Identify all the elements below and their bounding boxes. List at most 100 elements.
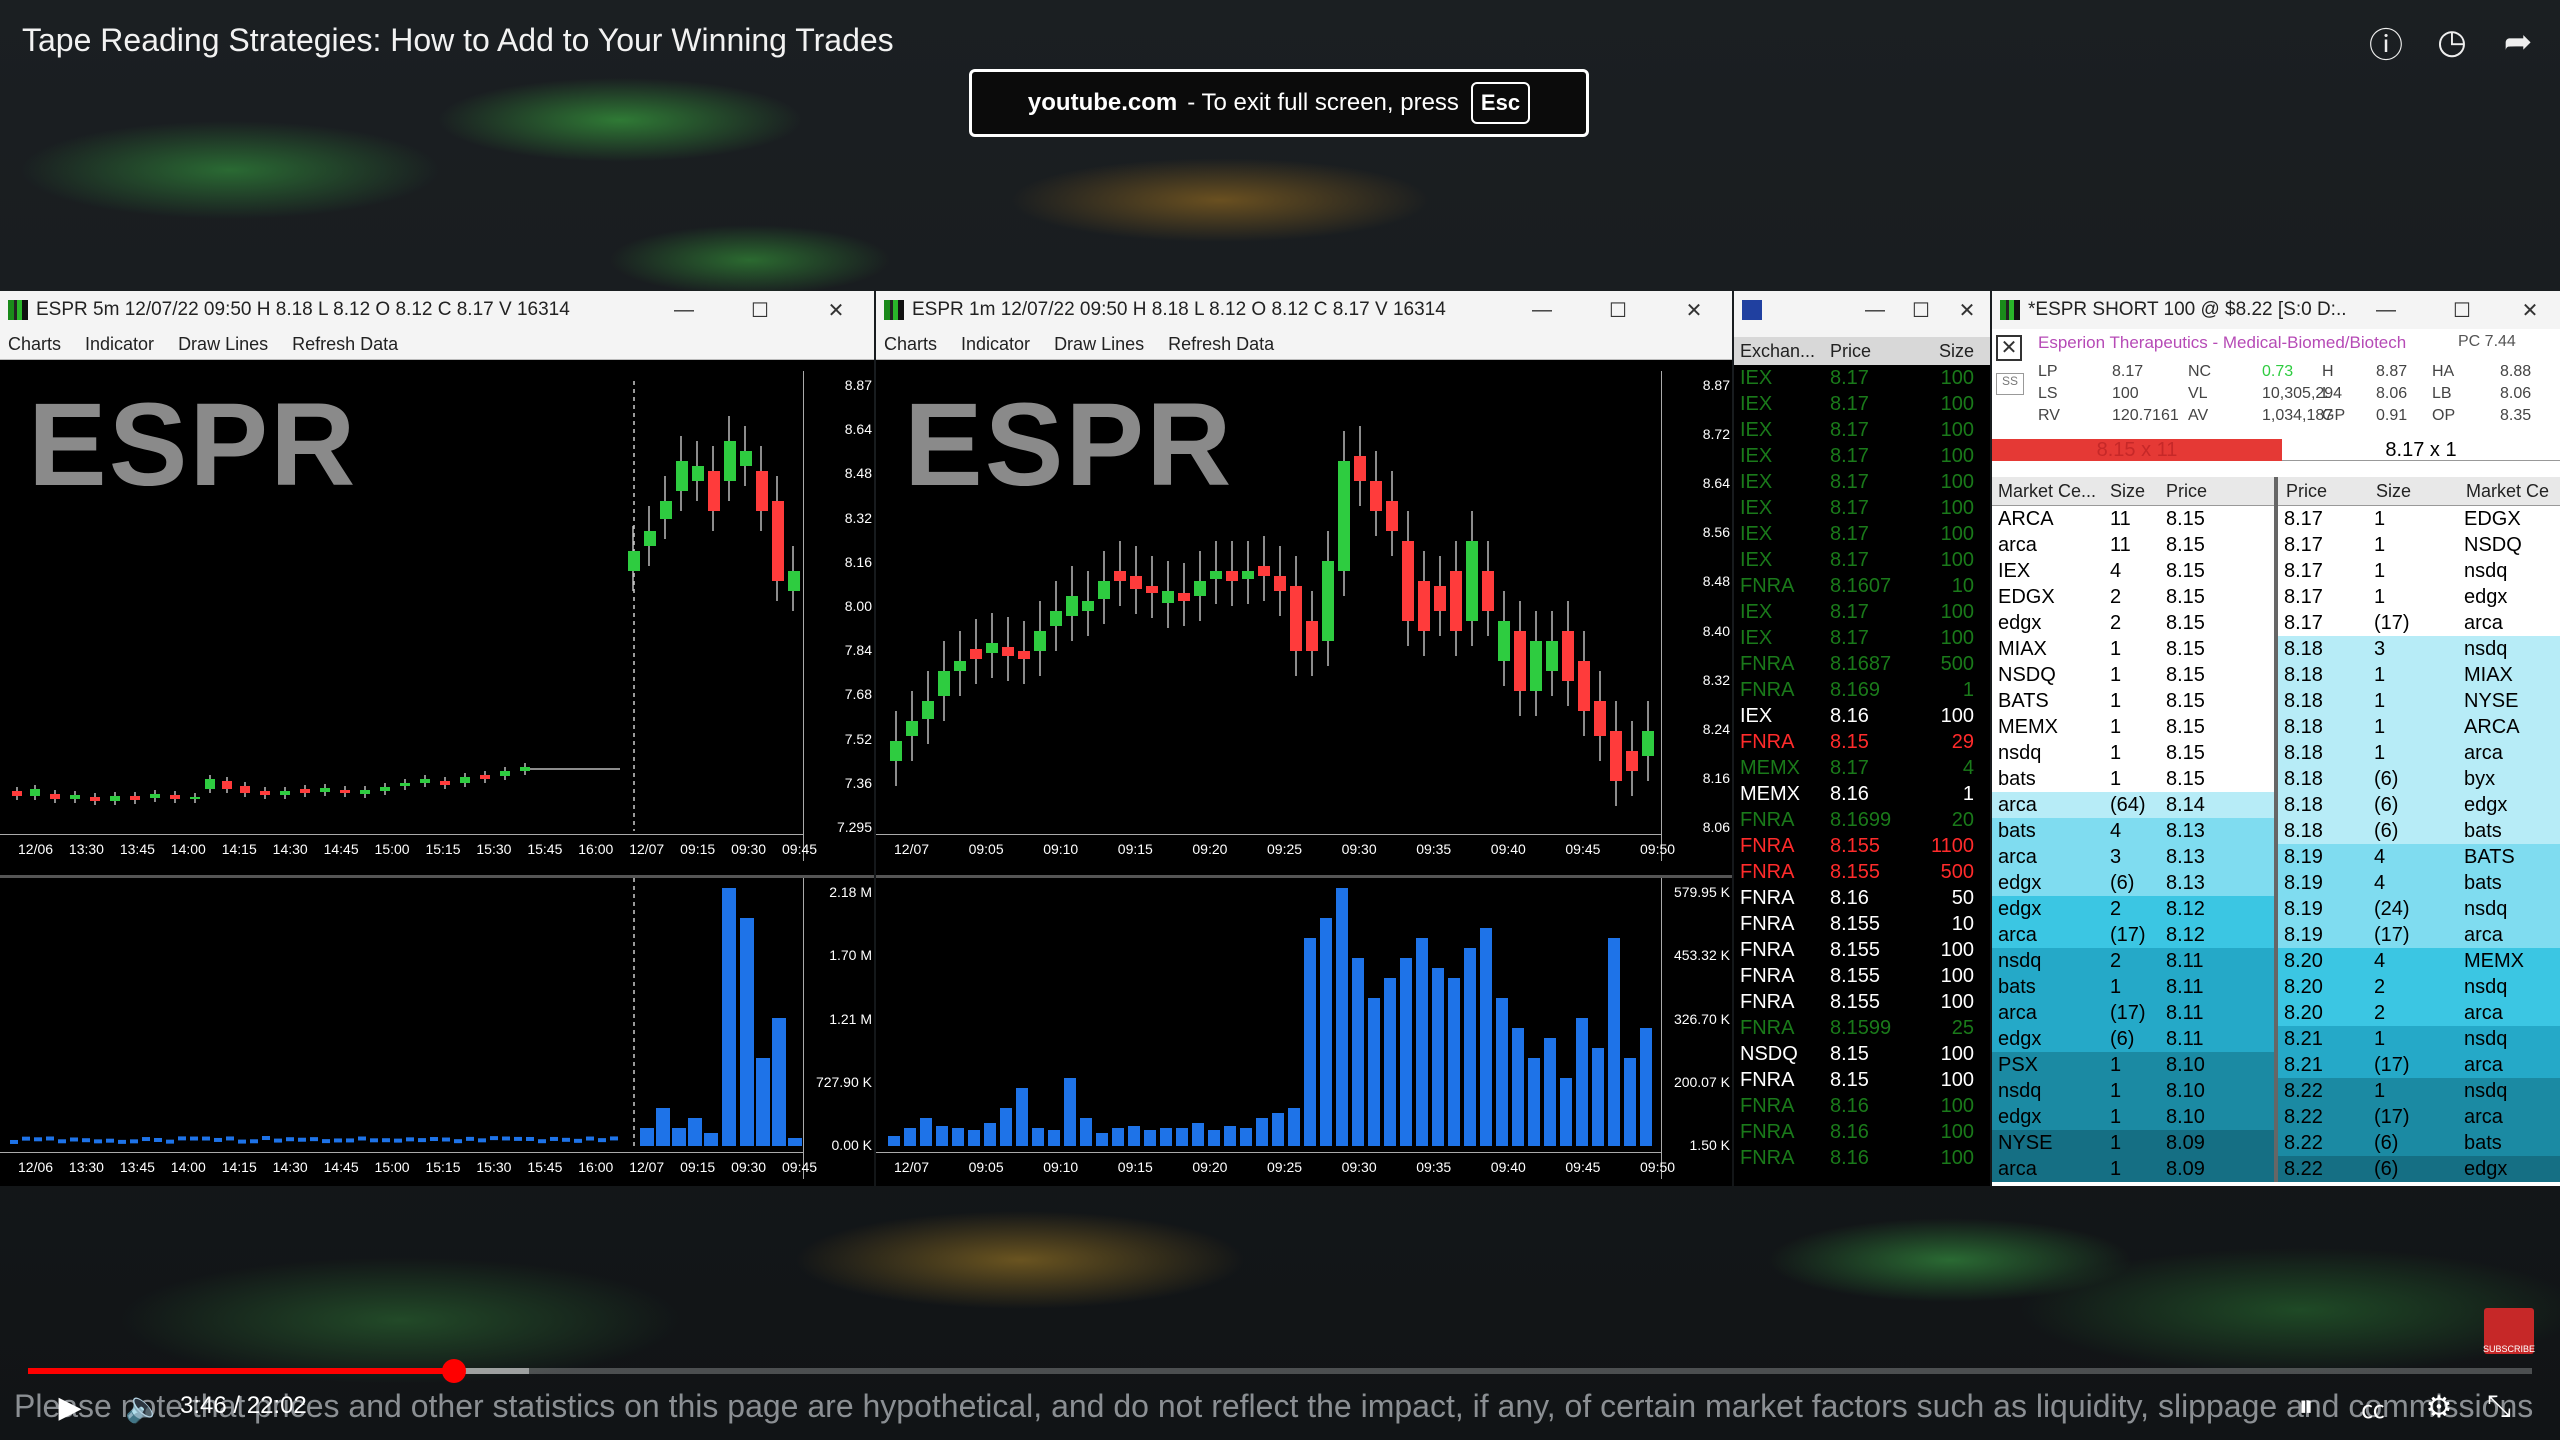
bid-row[interactable]: nsdq 1 8.10 xyxy=(1992,1078,2274,1104)
bid-row[interactable]: arca (17) 8.11 xyxy=(1992,1000,2274,1026)
ask-row[interactable]: 8.19 4 BATS xyxy=(2278,844,2560,870)
share-icon[interactable]: ➦ xyxy=(2498,22,2538,62)
settings-icon[interactable]: ⚙ xyxy=(2416,1384,2462,1430)
ask-row[interactable]: 8.17 1 nsdq xyxy=(2278,558,2560,584)
ask-row[interactable]: 8.21 (17) arca xyxy=(2278,1052,2560,1078)
bid-row[interactable]: arca (17) 8.12 xyxy=(1992,922,2274,948)
bid-row[interactable]: PSX 1 8.10 xyxy=(1992,1052,2274,1078)
close-button[interactable]: ✕ xyxy=(2500,298,2560,323)
bid-row[interactable]: bats 1 8.15 xyxy=(1992,766,2274,792)
close-button[interactable]: ✕ xyxy=(1944,298,1990,323)
ask-row[interactable]: 8.18 1 NYSE xyxy=(2278,688,2560,714)
maximize-button[interactable]: ☐ xyxy=(722,298,798,323)
bid-row[interactable]: edgx 1 8.10 xyxy=(1992,1104,2274,1130)
col-market-center[interactable]: Market Ce xyxy=(2466,481,2556,502)
captions-icon[interactable]: ㏄ xyxy=(2350,1384,2396,1430)
bid-row[interactable]: bats 4 8.13 xyxy=(1992,818,2274,844)
close-x-icon[interactable]: ✕ xyxy=(1996,335,2022,361)
ask-row[interactable]: 8.17 1 NSDQ xyxy=(2278,532,2560,558)
minimize-button[interactable]: — xyxy=(1504,299,1580,322)
col-price[interactable]: Price xyxy=(2166,481,2236,502)
ask-row[interactable]: 8.17 (17) arca xyxy=(2278,610,2560,636)
volume-chart[interactable]: 2.18 M 1.70 M 1.21 M 727.90 K 0.00 K 12/06 13:… xyxy=(0,875,874,1179)
bid-row[interactable]: BATS 1 8.15 xyxy=(1992,688,2274,714)
minimize-button[interactable]: — xyxy=(2348,299,2424,322)
ask-row[interactable]: 8.18 1 MIAX xyxy=(2278,662,2560,688)
ask-row[interactable]: 8.18 (6) byx xyxy=(2278,766,2560,792)
title-bar[interactable]: ESPR 5m 12/07/22 09:50 H 8.18 L 8.12 O 8… xyxy=(0,291,874,329)
level2-window[interactable]: *ESPR SHORT 100 @ $8.22 [S:0 D:... — ☐ ✕… xyxy=(1992,291,2560,1186)
ask-row[interactable]: 8.20 2 nsdq xyxy=(2278,974,2560,1000)
time-and-sales-window[interactable]: — ☐ ✕ Exchan... Price Size IEX 8.17 100 IEX… xyxy=(1734,291,1990,1186)
info-icon[interactable]: ⓘ xyxy=(2366,22,2406,62)
col-market-center[interactable]: Market Ce... xyxy=(1992,481,2110,502)
menu-indicator[interactable]: Indicator xyxy=(85,334,154,355)
menu-refresh-data[interactable]: Refresh Data xyxy=(1168,334,1274,355)
bid-row[interactable]: NYSE 1 8.09 xyxy=(1992,1130,2274,1156)
col-exchange[interactable]: Exchan... xyxy=(1734,341,1830,362)
minimize-button[interactable]: — xyxy=(1852,299,1898,322)
ask-row[interactable]: 8.18 1 arca xyxy=(2278,740,2560,766)
price-chart[interactable]: ESPR 8.87 8.72 8.64 8.56 8.48 8.40 8.32 8.24 8.1… xyxy=(876,371,1732,861)
ask-row[interactable]: 8.19 (24) nsdq xyxy=(2278,896,2560,922)
bid-row[interactable]: arca (64) 8.14 xyxy=(1992,792,2274,818)
bid-row[interactable]: edgx (6) 8.13 xyxy=(1992,870,2274,896)
menu-draw-lines[interactable]: Draw Lines xyxy=(178,334,268,355)
bid-row[interactable]: arca 3 8.13 xyxy=(1992,844,2274,870)
ask-row[interactable]: 8.18 (6) edgx xyxy=(2278,792,2560,818)
progress-bar[interactable] xyxy=(28,1368,2532,1374)
bid-row[interactable]: IEX 4 8.15 xyxy=(1992,558,2274,584)
ss-icon[interactable]: SS xyxy=(1996,373,2024,395)
title-bar[interactable]: ESPR 1m 12/07/22 09:50 H 8.18 L 8.12 O 8… xyxy=(876,291,1732,329)
maximize-button[interactable]: ☐ xyxy=(1898,298,1944,323)
volume-chart[interactable]: 579.95 K 453.32 K 326.70 K 200.07 K 1.50 K 12… xyxy=(876,875,1732,1179)
play-icon[interactable]: ▶ xyxy=(50,1384,90,1430)
bid-row[interactable]: arca 11 8.15 xyxy=(1992,532,2274,558)
ask-row[interactable]: 8.18 (6) bats xyxy=(2278,818,2560,844)
maximize-button[interactable]: ☐ xyxy=(1580,298,1656,323)
subscribe-watermark[interactable]: SUBSCRIBE xyxy=(2484,1308,2534,1354)
col-size[interactable]: Size xyxy=(1922,341,1980,362)
col-price[interactable]: Price xyxy=(2278,481,2376,502)
title-bar[interactable]: *ESPR SHORT 100 @ $8.22 [S:0 D:... — ☐ ✕ xyxy=(1992,291,2560,329)
menu-refresh-data[interactable]: Refresh Data xyxy=(292,334,398,355)
ask-row[interactable]: 8.22 (17) arca xyxy=(2278,1104,2560,1130)
ask-row[interactable]: 8.21 1 nsdq xyxy=(2278,1026,2560,1052)
ask-row[interactable]: 8.20 2 arca xyxy=(2278,1000,2560,1026)
bid-row[interactable]: nsdq 2 8.11 xyxy=(1992,948,2274,974)
menu-charts[interactable]: Charts xyxy=(8,334,61,355)
volume-icon[interactable]: 🔈 xyxy=(124,1384,164,1430)
close-button[interactable]: ✕ xyxy=(798,298,874,323)
chart-window-5m[interactable]: ESPR 5m 12/07/22 09:50 H 8.18 L 8.12 O 8… xyxy=(0,291,874,1186)
bid-row[interactable]: edgx 2 8.15 xyxy=(1992,610,2274,636)
bid-row[interactable]: MEMX 1 8.15 xyxy=(1992,714,2274,740)
ask-row[interactable]: 8.18 1 ARCA xyxy=(2278,714,2560,740)
bid-row[interactable]: EDGX 2 8.15 xyxy=(1992,584,2274,610)
ask-row[interactable]: 8.22 (6) bats xyxy=(2278,1130,2560,1156)
chart-window-1m[interactable]: ESPR 1m 12/07/22 09:50 H 8.18 L 8.12 O 8… xyxy=(876,291,1732,1186)
bid-row[interactable]: arca 1 8.09 xyxy=(1992,1156,2274,1182)
ask-row[interactable]: 8.17 1 edgx xyxy=(2278,584,2560,610)
col-size[interactable]: Size xyxy=(2110,481,2166,502)
title-bar[interactable]: — ☐ ✕ xyxy=(1734,291,1990,329)
ask-row[interactable]: 8.20 4 MEMX xyxy=(2278,948,2560,974)
bid-row[interactable]: bats 1 8.11 xyxy=(1992,974,2274,1000)
clock-icon[interactable]: ◷ xyxy=(2432,22,2472,62)
menu-draw-lines[interactable]: Draw Lines xyxy=(1054,334,1144,355)
minimize-button[interactable]: — xyxy=(646,299,722,322)
exit-fullscreen-icon[interactable]: ⤡ xyxy=(2476,1384,2522,1430)
maximize-button[interactable]: ☐ xyxy=(2424,298,2500,323)
scrubber-knob[interactable] xyxy=(442,1359,466,1383)
ask-row[interactable]: 8.18 3 nsdq xyxy=(2278,636,2560,662)
bid-row[interactable]: NSDQ 1 8.15 xyxy=(1992,662,2274,688)
close-button[interactable]: ✕ xyxy=(1656,298,1732,323)
autoplay-toggle[interactable]: ⏸ xyxy=(2280,1384,2332,1430)
ask-row[interactable]: 8.19 (17) arca xyxy=(2278,922,2560,948)
menu-indicator[interactable]: Indicator xyxy=(961,334,1030,355)
ask-row[interactable]: 8.19 4 bats xyxy=(2278,870,2560,896)
ask-row[interactable]: 8.17 1 EDGX xyxy=(2278,506,2560,532)
price-chart[interactable]: ESPR 8.87 8.64 8.48 8.32 8.16 8.00 7.84 7.68 7.5… xyxy=(0,371,874,861)
ask-row[interactable]: 8.22 1 nsdq xyxy=(2278,1078,2560,1104)
ask-row[interactable]: 8.22 (6) edgx xyxy=(2278,1156,2560,1182)
bid-row[interactable]: edgx 2 8.12 xyxy=(1992,896,2274,922)
